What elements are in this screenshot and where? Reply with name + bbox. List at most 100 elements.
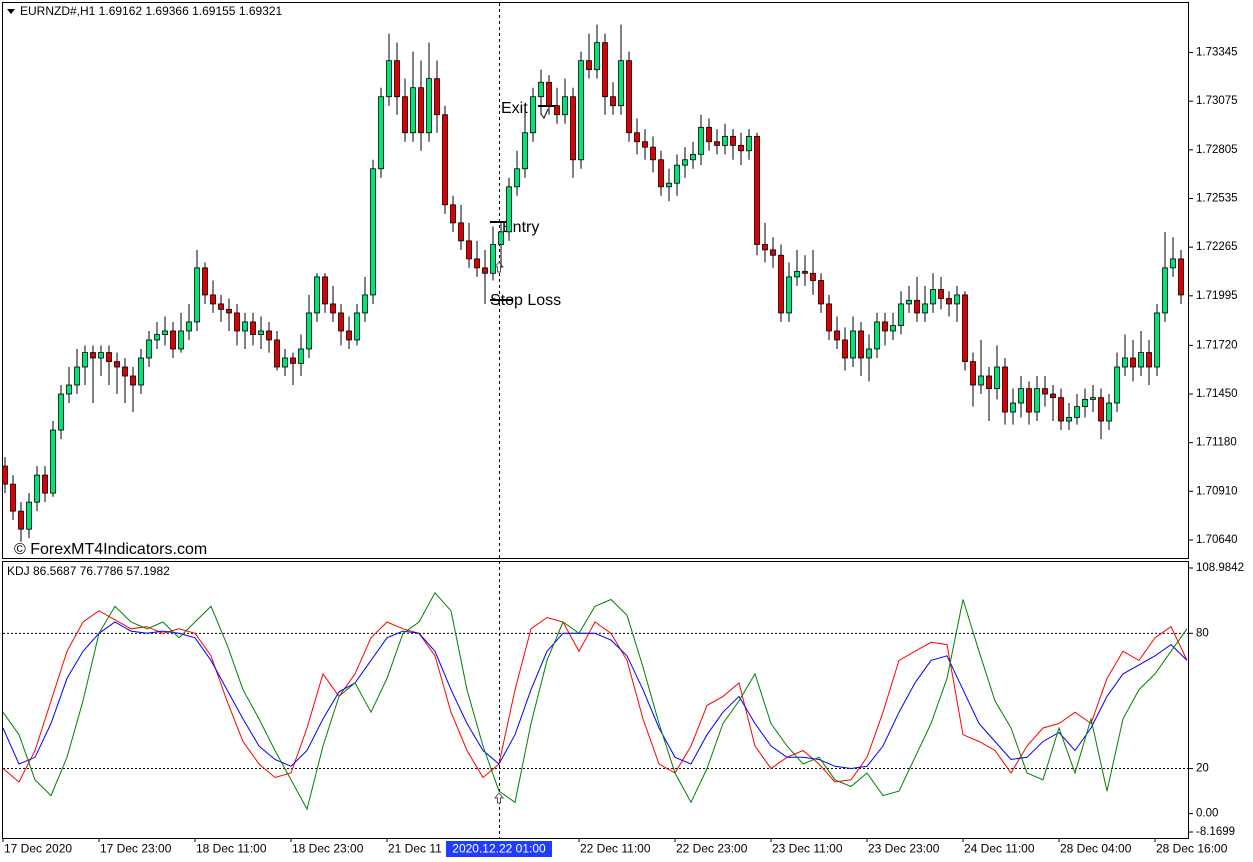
candle-body: [130, 375, 136, 386]
y-tick-label: 1.71995: [1196, 290, 1238, 302]
kdj-panel-frame: [2, 561, 1189, 839]
candle-body: [570, 96, 576, 161]
candle-body: [170, 330, 176, 350]
candle-body: [418, 87, 424, 134]
candle-body: [466, 240, 472, 260]
watermark: © ForexMT4Indicators.com: [14, 541, 207, 558]
candle-body: [1130, 357, 1136, 368]
y-tick-label: 1.70910: [1196, 485, 1238, 497]
candle-body: [338, 312, 344, 332]
candle-body: [226, 308, 232, 314]
candle-body: [1138, 352, 1144, 368]
candle-body: [186, 321, 192, 332]
candle-body: [346, 330, 352, 341]
y-tick-label: 1.72265: [1196, 241, 1238, 253]
candle-body: [498, 231, 504, 245]
x-tick-label: 23 Dec 23:00: [868, 842, 940, 856]
candle-body: [138, 357, 144, 386]
candle-body: [602, 42, 608, 98]
candle-body: [962, 294, 968, 362]
y-tick-label: 1.72805: [1196, 144, 1238, 156]
candle-body: [858, 330, 864, 359]
candle-body: [106, 352, 112, 362]
candle-body: [434, 78, 440, 116]
candle-body: [866, 348, 872, 359]
kdj-line: [2, 591, 1188, 811]
kdj-title: KDJ 86.5687 76.7786 57.1982: [7, 564, 170, 578]
candle-body: [786, 276, 792, 314]
candle-body: [714, 141, 720, 146]
candle-body: [202, 267, 208, 296]
y-tick-label: 0.00: [1196, 808, 1218, 820]
candle-body: [1082, 399, 1088, 408]
candle-body: [1042, 388, 1048, 395]
candle-body: [298, 348, 304, 364]
candle-body: [258, 330, 264, 335]
candle-body: [282, 357, 288, 368]
candle-body: [1010, 402, 1016, 413]
candle-body: [1122, 357, 1128, 368]
candle-body: [658, 159, 664, 188]
candle-body: [746, 135, 752, 152]
candle-body: [1026, 388, 1032, 413]
candle-body: [482, 267, 488, 274]
candle-body: [42, 474, 48, 494]
x-tick-label: 21 Dec 11: [388, 842, 442, 856]
candle-body: [706, 126, 712, 143]
crosshair-label: 2020.12.22 01:00: [452, 842, 546, 856]
candle-body: [554, 105, 560, 116]
candle-body: [634, 132, 640, 143]
x-tick-label: 18 Dec 23:00: [292, 842, 364, 856]
candle-body: [394, 60, 400, 98]
candle-body: [522, 132, 528, 170]
candle-body: [266, 330, 272, 341]
candle-body: [682, 159, 688, 166]
candle-body: [1178, 258, 1184, 296]
y-tick-label: 1.71720: [1196, 339, 1238, 351]
x-tick-label: 17 Dec 23:00: [100, 842, 172, 856]
candle-body: [810, 272, 816, 281]
candle-body: [378, 96, 384, 170]
candle-body: [490, 244, 496, 274]
candle-body: [954, 294, 960, 305]
candle-body: [546, 81, 552, 107]
candle-body: [122, 366, 128, 377]
candle-body: [874, 321, 880, 350]
candle-body: [1114, 366, 1120, 404]
candle-body: [34, 474, 40, 503]
candle-body: [754, 135, 760, 245]
candle-body: [946, 298, 952, 305]
candle-body: [10, 483, 16, 512]
candle-body: [370, 168, 376, 296]
candle-body: [74, 366, 80, 386]
candle-body: [666, 182, 672, 188]
candle-body: [442, 114, 448, 206]
candle-body: [626, 60, 632, 134]
candle-body: [762, 244, 768, 251]
candle-body: [770, 249, 776, 256]
candle-body: [698, 126, 704, 155]
candle-body: [458, 222, 464, 242]
candle-body: [690, 153, 696, 161]
candle-body: [578, 60, 584, 161]
candle-body: [66, 384, 72, 395]
stop-loss-label: Stop Loss: [490, 292, 561, 309]
candle-body: [1090, 397, 1096, 400]
candle-body: [210, 294, 216, 305]
candle-body: [674, 164, 680, 184]
y-tick-label: 1.71450: [1196, 388, 1238, 400]
candle-body: [978, 375, 984, 386]
candle-body: [218, 303, 224, 310]
exit-check: [540, 108, 549, 119]
y-tick-label: 1.73075: [1196, 95, 1238, 107]
candle-body: [514, 168, 520, 188]
candle-body: [538, 81, 544, 98]
candle-body: [330, 303, 336, 314]
candle-body: [178, 330, 184, 350]
candle-body: [834, 330, 840, 341]
candle-body: [1058, 397, 1064, 422]
x-tick-label: 23 Dec 11:00: [772, 842, 843, 856]
x-tick-label: 28 Dec 16:00: [1156, 842, 1228, 856]
candle-body: [1074, 406, 1080, 418]
